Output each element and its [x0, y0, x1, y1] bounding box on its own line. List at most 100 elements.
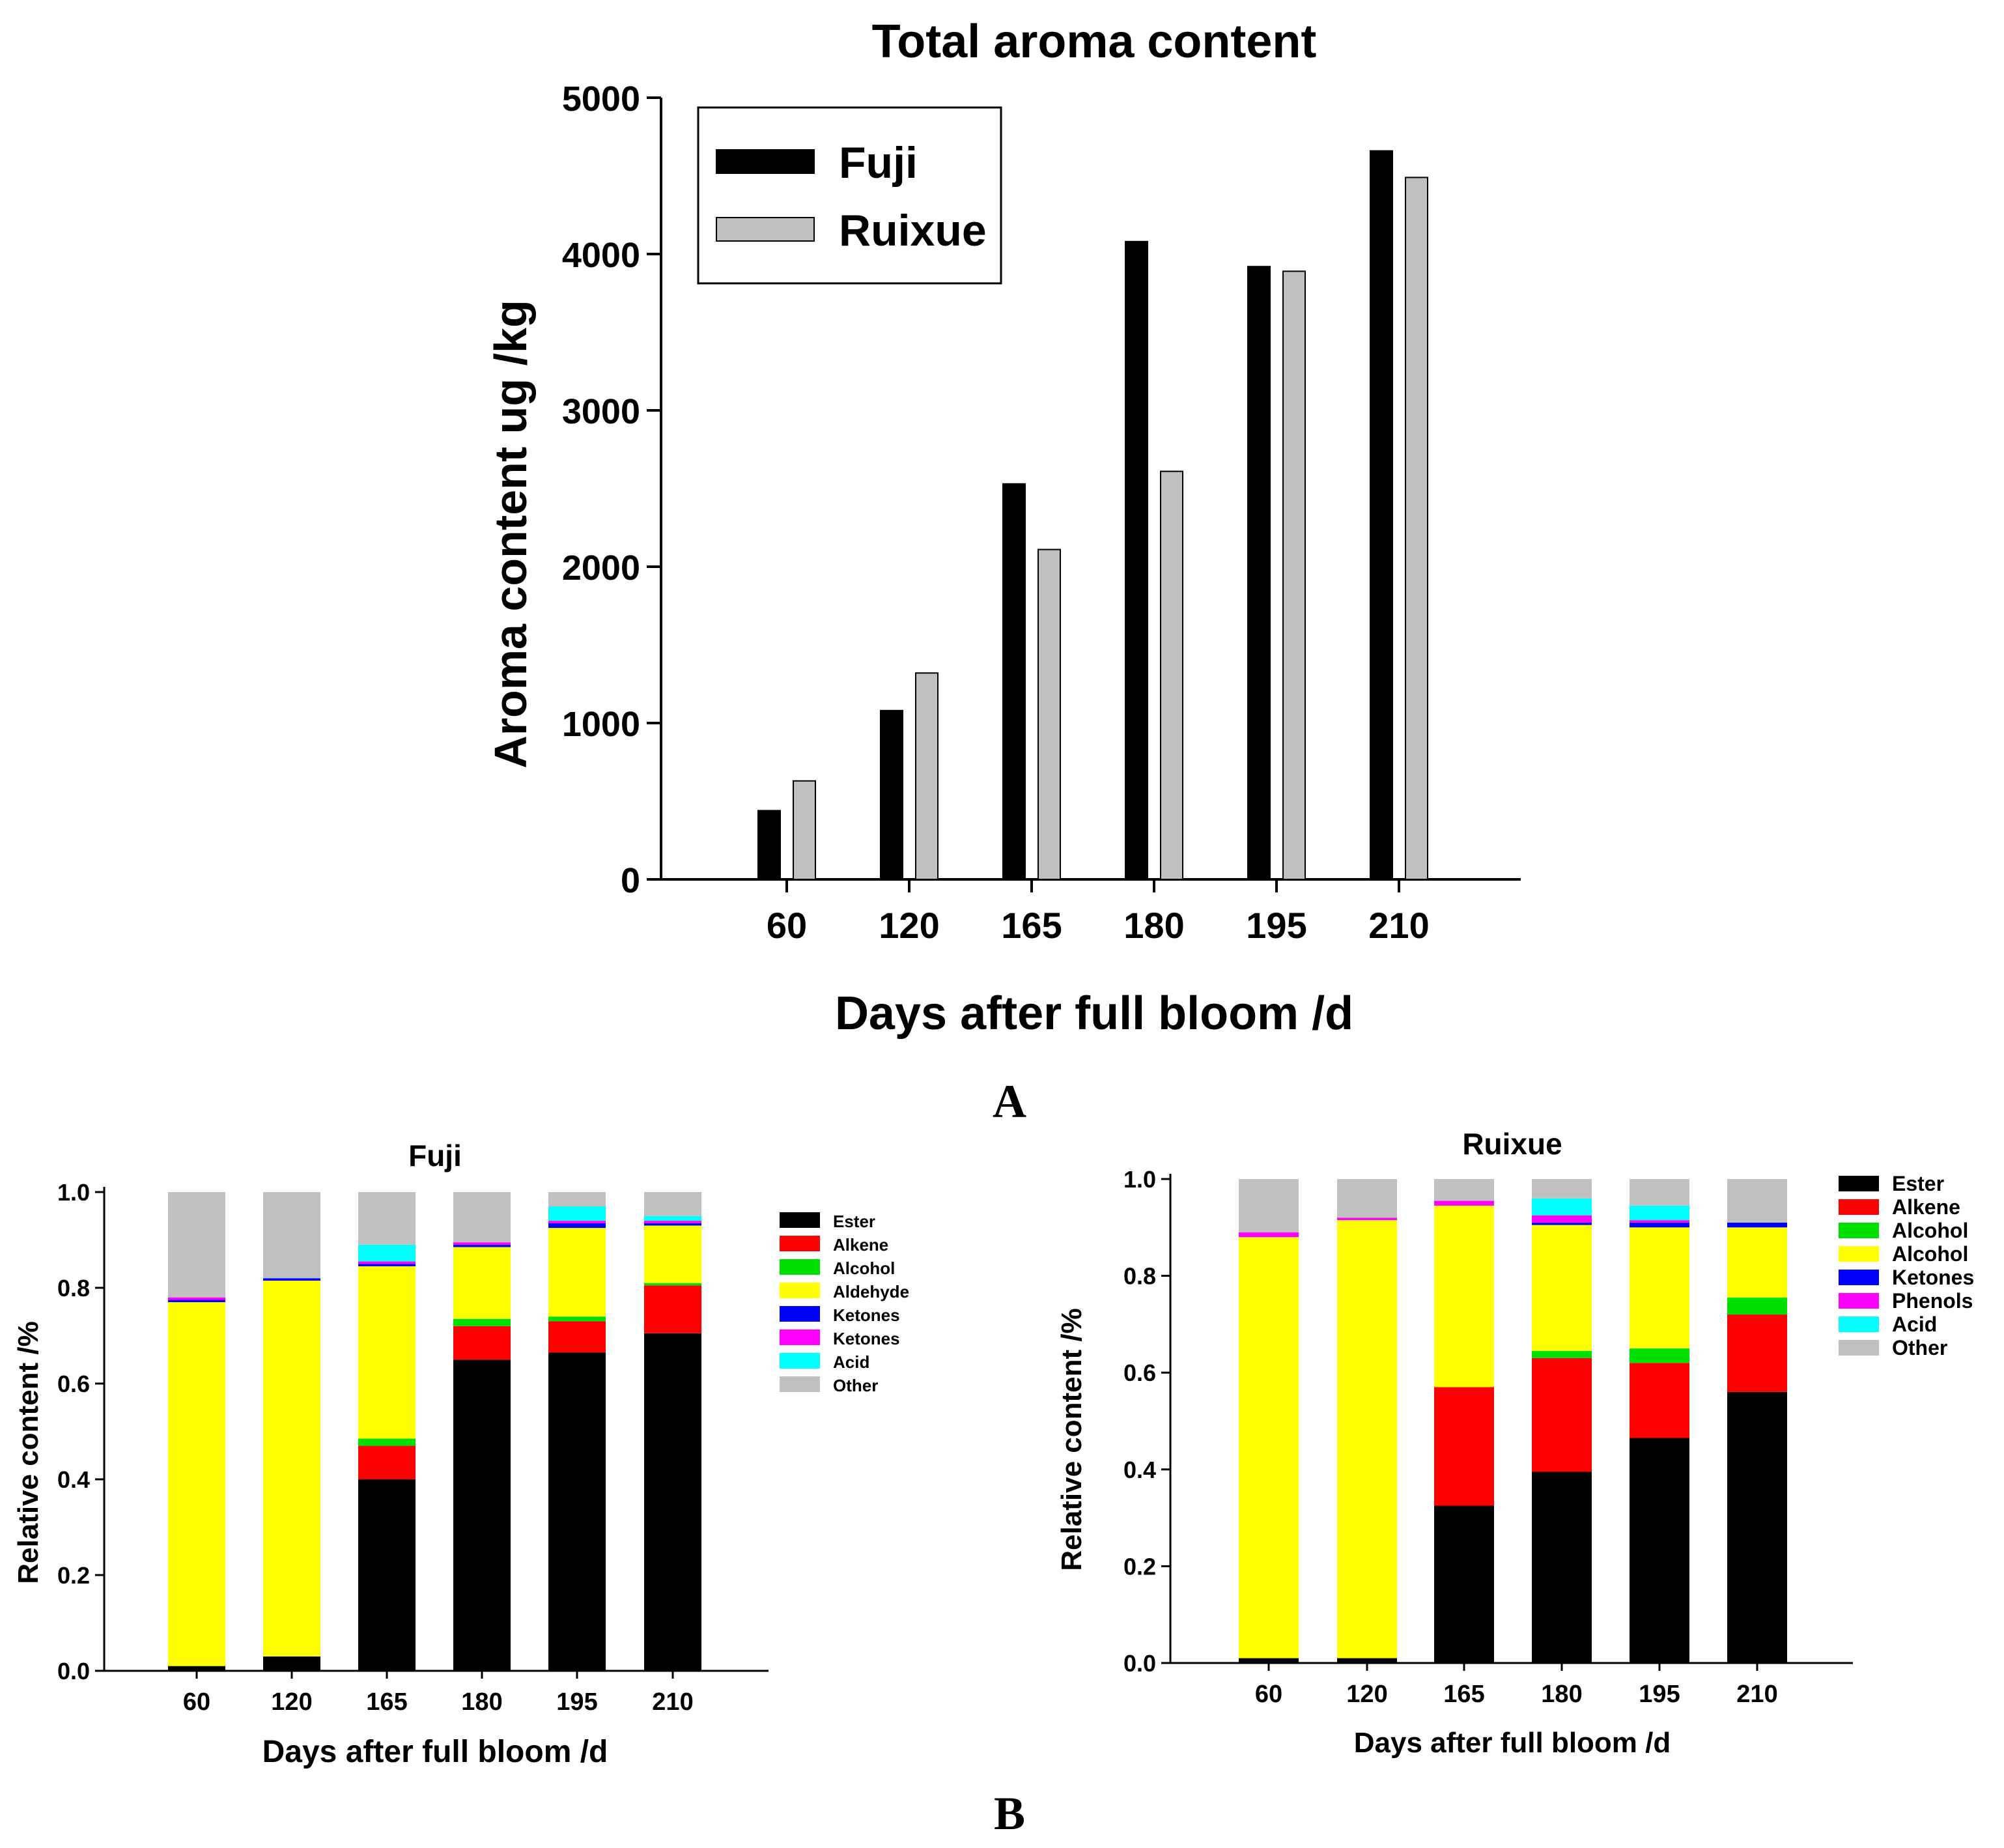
chart-b-ruixue-y-label: Relative content /% — [1056, 1308, 1088, 1571]
chart-b1-x-tick-label: 180 — [461, 1688, 502, 1716]
chart-b1-x-tick-label: 120 — [271, 1688, 312, 1716]
chart-b1-legend-label: Ketones — [833, 1329, 900, 1348]
chart-a-legend-swatch — [716, 149, 815, 174]
chart-b2-segment-phenols — [1337, 1217, 1397, 1221]
chart-b1-x-tick-label: 195 — [556, 1688, 597, 1716]
chart-b1-segment-other — [548, 1192, 606, 1207]
chart-b-ruixue-x-ticks: 60 120 165 180 195 210 — [1255, 1663, 1778, 1708]
chart-b2-x-tick-label: 195 — [1639, 1681, 1680, 1708]
panel-label-b: B — [994, 1787, 1025, 1840]
chart-b2-segment-ketones — [1727, 1222, 1787, 1228]
chart-b1-segment-alkene — [358, 1445, 416, 1479]
chart-a-bar-fuji — [1125, 240, 1148, 880]
chart-b2-legend-swatch — [1839, 1340, 1879, 1356]
chart-b2-legend-swatch — [1839, 1246, 1879, 1262]
chart-a-bar-ruixue — [1282, 270, 1306, 880]
chart-b1-segment-acid — [548, 1206, 606, 1221]
chart-a-bar-fuji — [1002, 483, 1026, 880]
chart-b-fuji-y-label: Relative content /% — [12, 1321, 44, 1584]
chart-b2-segment-alcohol — [1239, 1237, 1299, 1658]
chart-b1-segment-ketones — [453, 1242, 511, 1245]
chart-b1-legend-swatch — [780, 1376, 820, 1392]
chart-b2-segment-phenols — [1239, 1232, 1299, 1238]
chart-b2-segment-ketones — [1532, 1222, 1592, 1225]
chart-b2-segment-other — [1239, 1179, 1299, 1232]
chart-b2-x-tick-label: 165 — [1443, 1681, 1484, 1708]
chart-a-y-tick-label: 3000 — [562, 392, 640, 431]
chart-b2-segment-alcohol — [1337, 1220, 1397, 1658]
chart-b1-legend-label: Alkene — [833, 1235, 888, 1255]
chart-a-x-tick-label: 210 — [1368, 905, 1429, 946]
chart-a-y-tick-label: 5000 — [562, 79, 640, 119]
chart-b1-segment-acid — [644, 1215, 701, 1221]
chart-b1-legend-swatch — [780, 1283, 820, 1298]
chart-a-legend-box — [697, 106, 1002, 285]
chart-b1-legend-swatch — [780, 1306, 820, 1322]
chart-b2-segment-ester — [1727, 1391, 1787, 1663]
chart-a-x-tick-label: 120 — [879, 905, 939, 946]
chart-a-total-aroma: Total aroma content 0 1000 2000 3000 4000 500… — [485, 16, 1521, 1128]
chart-b1-segment-ester — [358, 1479, 416, 1671]
chart-b2-segment-alkene — [1532, 1358, 1592, 1472]
chart-b1-segment-ketones — [548, 1221, 606, 1223]
chart-b2-y-tick-label: 0.0 — [1123, 1650, 1156, 1677]
chart-b2-segment-phenols — [1532, 1215, 1592, 1223]
chart-b2-y-tick-label: 0.2 — [1123, 1553, 1156, 1580]
chart-b2-legend-swatch — [1839, 1176, 1879, 1191]
chart-a-y-tick-label: 2000 — [562, 548, 640, 588]
chart-a-y-ticks: 0 1000 2000 3000 4000 5000 — [562, 79, 661, 900]
chart-b2-segment-other — [1434, 1179, 1494, 1201]
chart-b2-segment-ester — [1630, 1438, 1689, 1663]
chart-a-x-ticks: 60 120 165 180 195 210 — [767, 879, 1430, 946]
chart-b1-segment-alkene — [548, 1321, 606, 1353]
chart-a-x-tick-label: 180 — [1123, 905, 1184, 946]
chart-b1-y-tick-label: 1.0 — [57, 1179, 90, 1206]
chart-b1-segment-ester — [644, 1333, 701, 1671]
chart-b-fuji-y-ticks: 0.0 0.2 0.4 0.6 0.8 1.0 — [57, 1179, 104, 1685]
chart-b1-segment-ester — [263, 1656, 320, 1671]
chart-b1-legend-label: Alcohol — [833, 1258, 895, 1278]
chart-b1-segment-other — [453, 1192, 511, 1243]
chart-b1-legend-swatch — [780, 1236, 820, 1251]
chart-a-bar-fuji — [757, 810, 781, 881]
chart-b1-segment-alcohol — [453, 1318, 511, 1326]
chart-b2-segment-other — [1727, 1179, 1787, 1223]
chart-b1-legend-label: Ester — [833, 1212, 875, 1231]
chart-b1-legend-label: Acid — [833, 1352, 869, 1372]
chart-a-bar-ruixue — [1160, 470, 1183, 880]
chart-a-y-tick-label: 0 — [621, 861, 640, 900]
chart-b-fuji-title: Fuji — [408, 1139, 462, 1173]
chart-b2-segment-other — [1630, 1179, 1689, 1206]
chart-a-y-tick-label: 4000 — [562, 236, 640, 275]
chart-b2-segment-phenols — [1434, 1201, 1494, 1206]
chart-b2-y-tick-label: 0.4 — [1123, 1457, 1156, 1483]
chart-b1-segment-alkene — [453, 1326, 511, 1360]
chart-b1-legend-swatch — [780, 1212, 820, 1228]
chart-b1-x-tick-label: 165 — [366, 1688, 407, 1716]
chart-b2-segment-alcohol — [1532, 1225, 1592, 1351]
chart-b-fuji: Fuji 0.0 0.2 0.4 0.6 0.8 1.0 60 120 165 180 195 21… — [12, 1139, 909, 1769]
chart-b2-legend-swatch — [1839, 1270, 1879, 1285]
chart-b1-segment-aldehyde — [358, 1266, 416, 1439]
chart-b2-legend-label: Ketones — [1892, 1266, 1974, 1289]
chart-b1-legend-swatch — [780, 1353, 820, 1369]
chart-b1-y-tick-label: 0.0 — [57, 1658, 90, 1685]
chart-a-y-tick-label: 1000 — [562, 705, 640, 744]
chart-b1-legend-label: Ketones — [833, 1305, 900, 1325]
chart-a-y-label: Aroma content ug /kg — [485, 300, 536, 768]
chart-b2-segment-alkene — [1434, 1387, 1494, 1506]
chart-a-bar-fuji — [1370, 150, 1393, 881]
chart-b2-segment-other — [1337, 1179, 1397, 1218]
chart-b1-segment-ketones — [548, 1223, 606, 1229]
chart-b1-segment-acid — [358, 1244, 416, 1262]
chart-b2-segment-ester — [1239, 1658, 1299, 1663]
chart-b1-segment-ketones — [263, 1278, 320, 1281]
chart-a-legend-label: Fuji — [839, 138, 918, 188]
chart-b1-legend-label: Other — [833, 1376, 878, 1395]
chart-b1-segment-ketones — [168, 1300, 225, 1303]
chart-b2-segment-alcohol — [1532, 1350, 1592, 1358]
chart-b-fuji-x-label: Days after full bloom /d — [262, 1735, 608, 1769]
chart-b2-legend-label: Alcohol — [1892, 1242, 1968, 1266]
chart-b2-segment-alcohol — [1727, 1227, 1787, 1298]
chart-b2-segment-ketones — [1630, 1222, 1689, 1228]
